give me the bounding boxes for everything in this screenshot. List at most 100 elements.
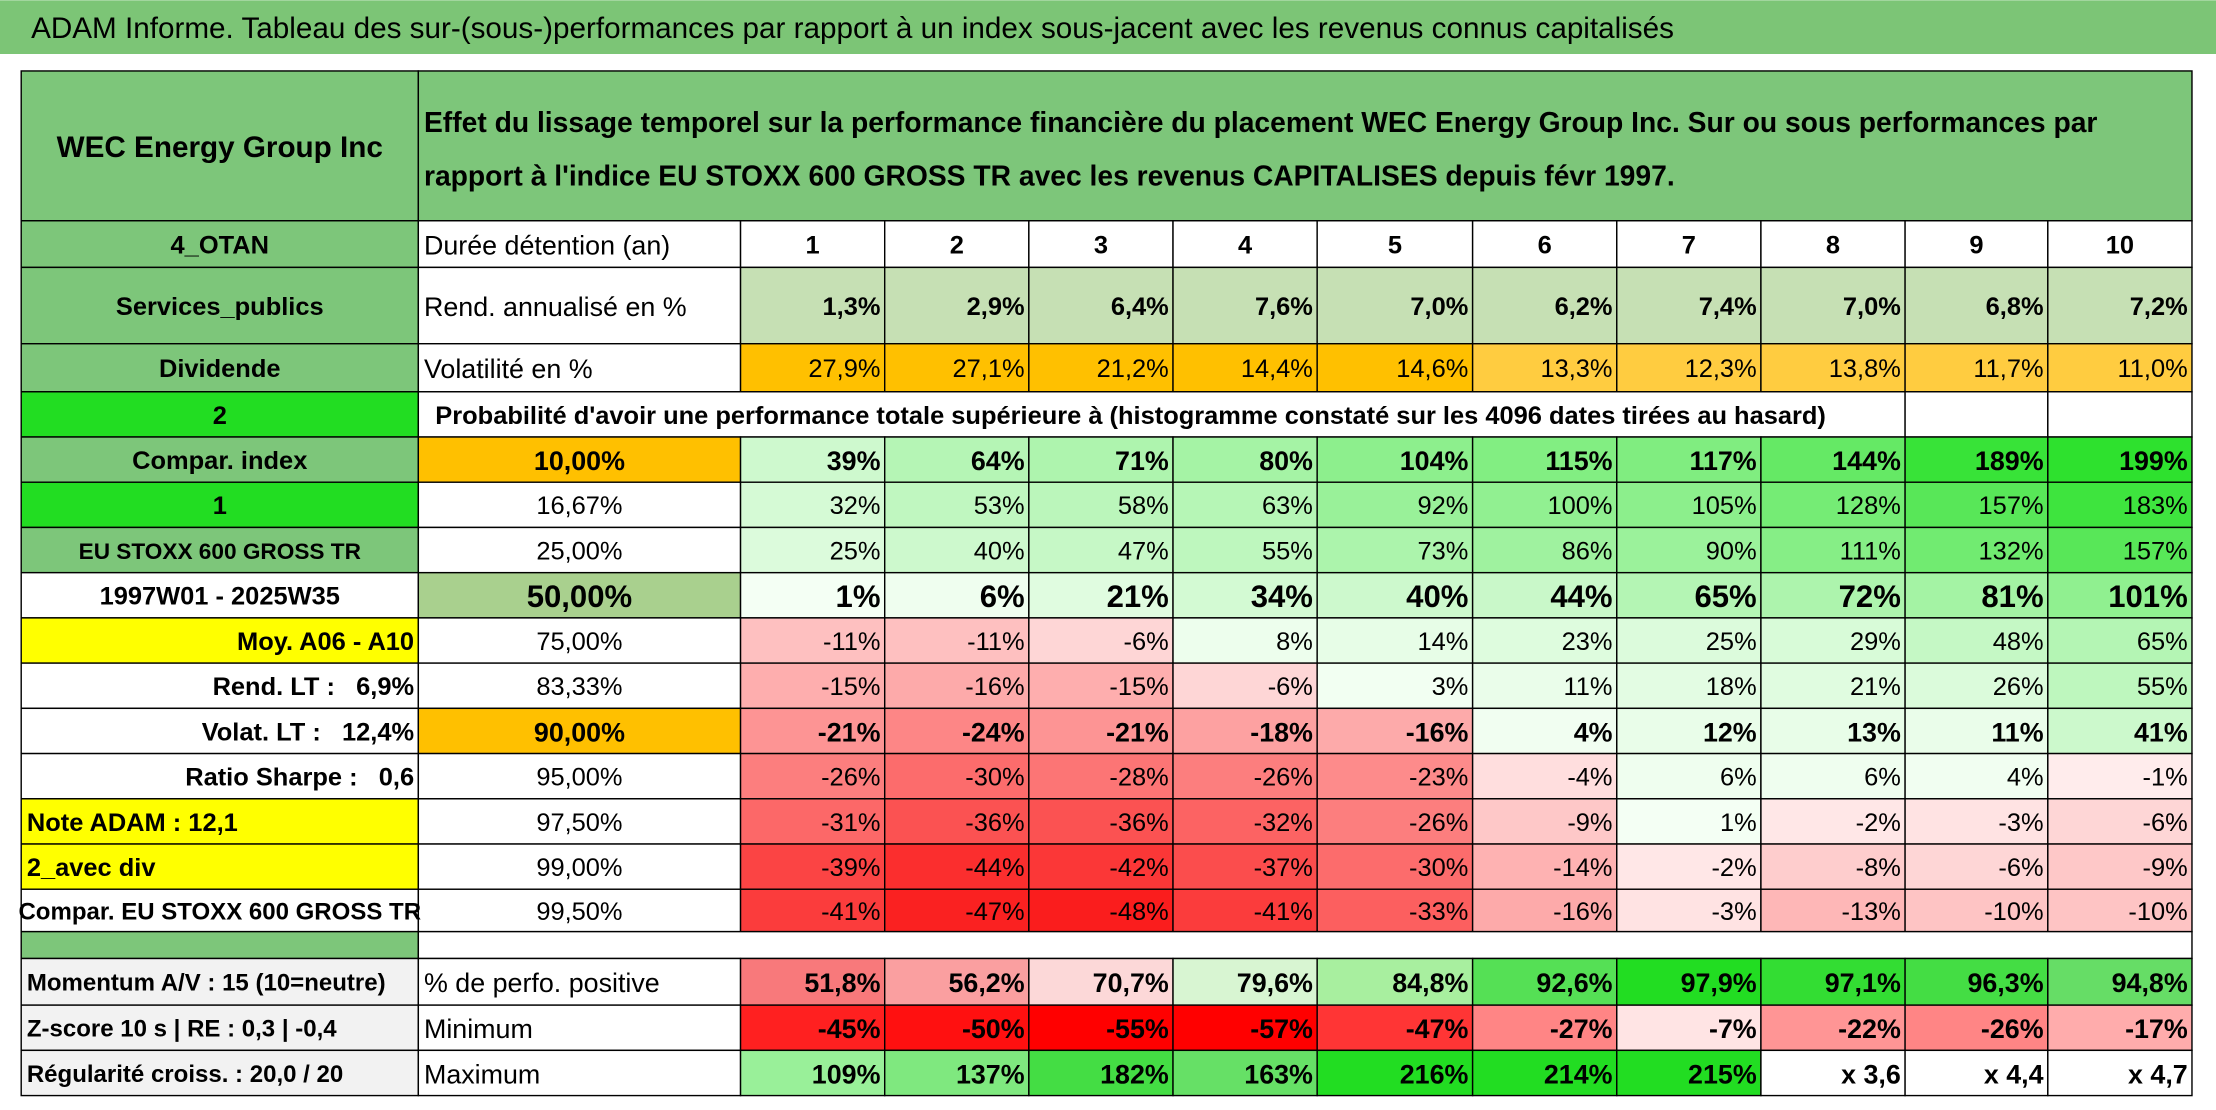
cell [1172, 481, 1318, 529]
cell [417, 752, 742, 800]
cell-text: 63% [1262, 492, 1313, 520]
cell-text: -3% [1711, 898, 1756, 926]
cell [1316, 888, 1474, 933]
cell [883, 707, 1030, 755]
cell-text: 4% [1574, 717, 1613, 747]
cell-text: -44% [965, 854, 1024, 882]
cell [1316, 343, 1474, 393]
cell-text: 99,00% [536, 854, 622, 882]
cell [1760, 798, 1906, 845]
cell-text: 128% [1836, 492, 1901, 520]
cell [1172, 888, 1318, 933]
cell-text: 26% [1993, 673, 2044, 701]
cell [1616, 752, 1762, 800]
cell [1904, 526, 2049, 574]
cell-text: 157% [2123, 537, 2188, 565]
cell [1172, 436, 1318, 483]
cell [1172, 617, 1318, 664]
cell [1172, 957, 1318, 1006]
cell [1471, 752, 1618, 800]
cell-text: 1% [1720, 809, 1757, 837]
cell [1616, 571, 1762, 619]
cell-text: -24% [962, 717, 1025, 747]
cell [1471, 888, 1618, 933]
cell-text: x 4,4 [1984, 1059, 2044, 1089]
cell [20, 843, 420, 890]
cell-text: 51,8% [804, 968, 880, 998]
cell-text: 199% [2119, 446, 2188, 476]
cell-text: -57% [1250, 1014, 1313, 1044]
cell-text: 27,9% [808, 355, 880, 383]
cell [2047, 571, 2193, 619]
cell-text: 8% [1276, 628, 1313, 656]
cell [1172, 343, 1318, 393]
cell-text: 53% [974, 492, 1025, 520]
cell [1760, 481, 1906, 529]
cell [20, 391, 420, 438]
cell-text: 216% [1400, 1059, 1469, 1089]
cell [1904, 662, 2049, 710]
cell-text: 34% [1251, 579, 1313, 614]
cell [20, 707, 420, 755]
cell [20, 436, 420, 483]
cell-text: 18% [1706, 673, 1757, 701]
cell [2047, 1049, 2193, 1097]
cell-text: 94,8% [2112, 968, 2188, 998]
cell-text: 39% [827, 446, 881, 476]
cell-text: -16% [1406, 717, 1469, 747]
cell-text: -33% [1409, 898, 1468, 926]
description: rapport à l'indice EU STOXX 600 GROSS TR… [424, 160, 1675, 192]
cell-text: 92,6% [1536, 968, 1612, 998]
cell-text: 13,3% [1540, 355, 1612, 383]
cell-text: 109% [812, 1059, 881, 1089]
cell [417, 70, 2193, 222]
cell [1316, 220, 1474, 269]
cell-text: % de perfo. positive [424, 968, 660, 998]
cell-text: 6% [980, 579, 1025, 614]
cell-text: -11% [967, 628, 1024, 656]
cell [2047, 343, 2193, 393]
cell-text: 55% [2137, 673, 2188, 701]
cell [739, 436, 886, 483]
cell-text: 5 [1388, 231, 1402, 259]
cell-text: 71% [1115, 446, 1169, 476]
cell [1760, 220, 1906, 269]
cell-text: -23% [1409, 764, 1468, 792]
cell-text: 1 [806, 231, 820, 259]
cell [1316, 662, 1474, 710]
cell-text: -36% [965, 809, 1024, 837]
cell-text: 11% [1564, 673, 1613, 701]
cell-text: 2 [950, 231, 964, 259]
description: Effet du lissage temporel sur la perform… [424, 106, 2097, 138]
cell [1316, 843, 1474, 890]
cell-text: -18% [1250, 717, 1313, 747]
cell [417, 930, 2193, 960]
cell-text: Compar. EU STOXX 600 GROSS TR [18, 898, 421, 925]
cell-text: 105% [1692, 492, 1757, 520]
cell [883, 888, 1030, 933]
cell-text: 23% [1562, 628, 1613, 656]
cell-text: -6% [1998, 854, 2043, 882]
cell-text: -15% [1109, 673, 1168, 701]
cell [2047, 1004, 2193, 1052]
cell [1028, 220, 1174, 269]
cell-text: 2_avec div [27, 854, 156, 882]
cell-text: Z-score 10 s | RE : 0,3 | -0,4 [27, 1016, 337, 1043]
cell-text: -31% [821, 809, 880, 837]
cell-text: 10 [2106, 231, 2134, 259]
cell-text: 163% [1244, 1059, 1313, 1089]
cell-text: 137% [956, 1059, 1025, 1089]
cell-text: 70,7% [1093, 968, 1169, 998]
cell-text: -50% [962, 1014, 1025, 1044]
cell-text: -7% [1709, 1014, 1757, 1044]
cell [1316, 957, 1474, 1006]
cell [1316, 617, 1474, 664]
cell-text: 72% [1839, 579, 1901, 614]
cell [417, 888, 742, 933]
cell-text: 8 [1826, 231, 1840, 259]
cell [2047, 481, 2193, 529]
cell-text: 7 [1682, 231, 1696, 259]
cell-text: -30% [1409, 854, 1468, 882]
cell [2047, 752, 2193, 800]
cell [1316, 752, 1474, 800]
